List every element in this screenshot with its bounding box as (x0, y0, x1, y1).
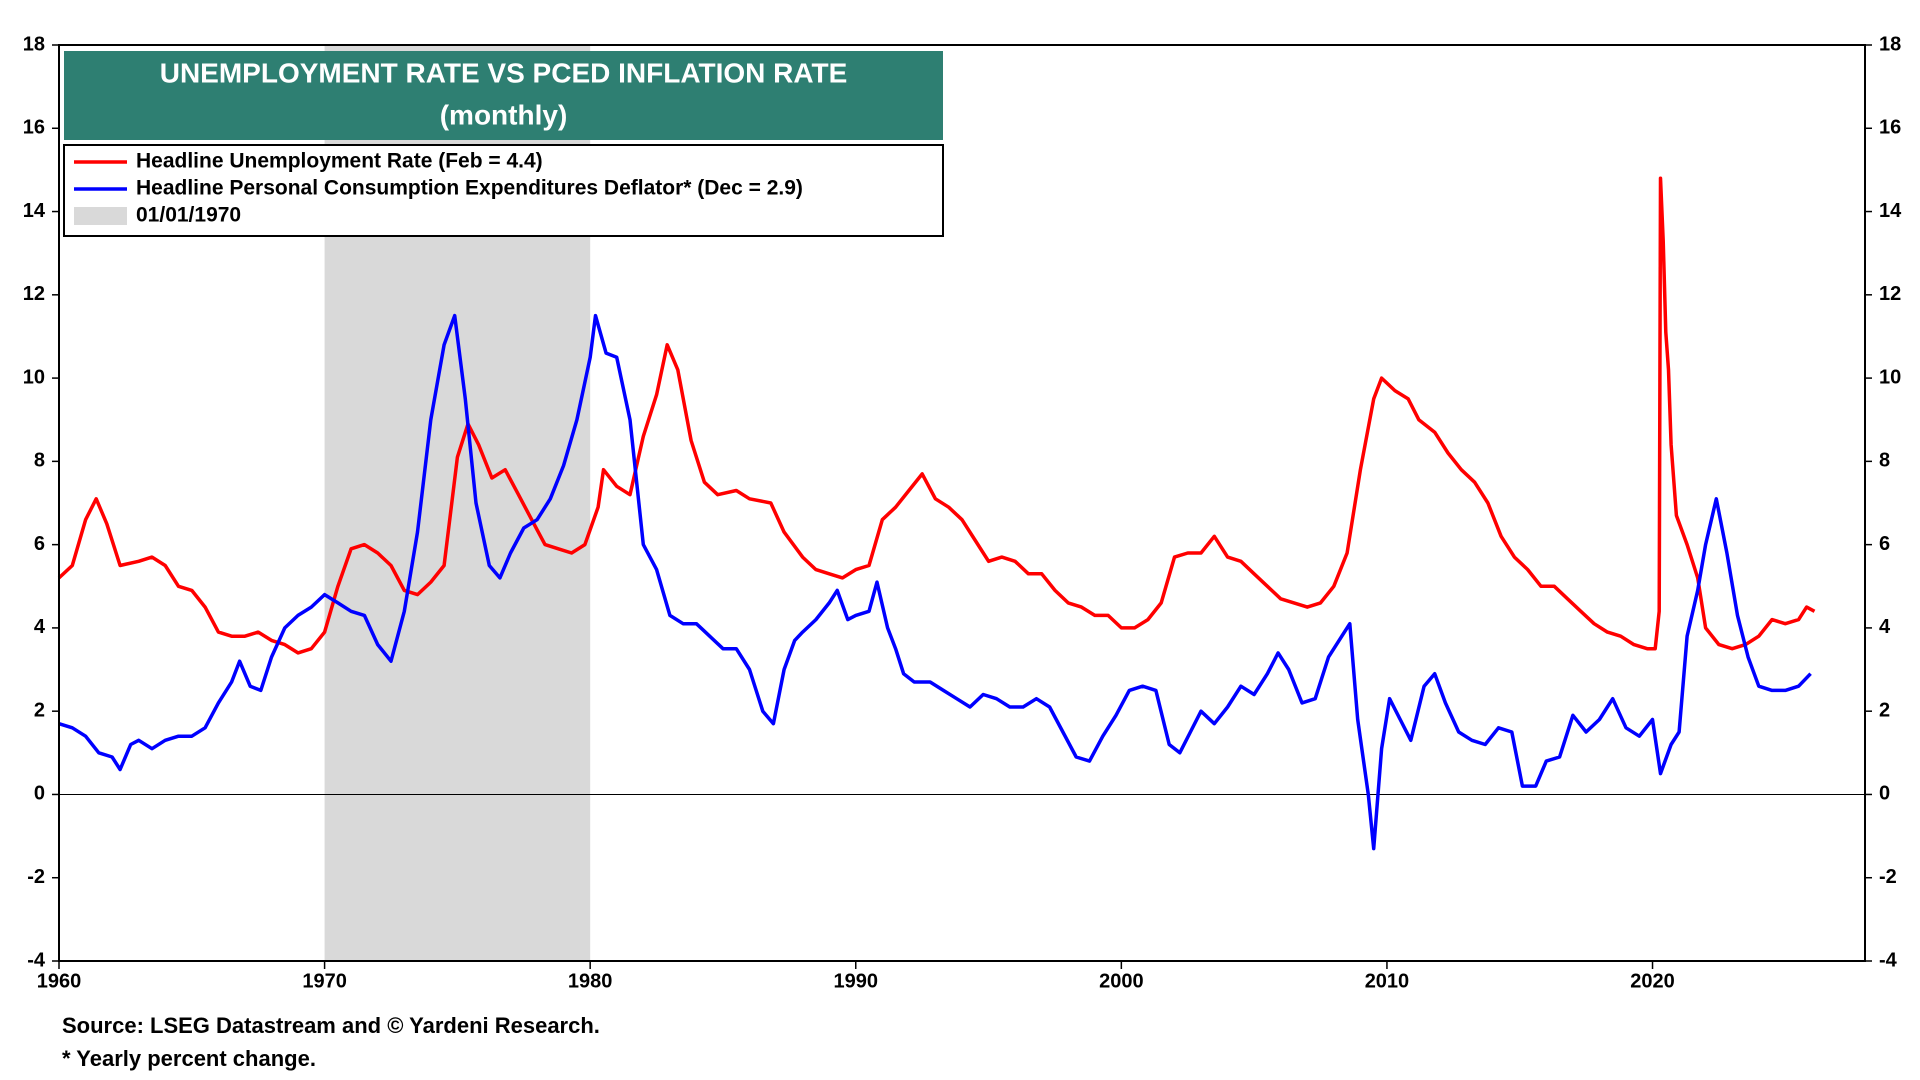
series-line (58, 313, 1812, 851)
y-tick-label: 0 (34, 783, 45, 805)
y-tick-label: 8 (34, 450, 45, 472)
y-tick-label: -2 (27, 866, 45, 888)
y2-tick-label: -2 (1879, 866, 1897, 888)
footnote: * Yearly percent change. (62, 1046, 316, 1071)
x-tick-label: 2020 (1630, 970, 1675, 992)
x-tick-label: 2000 (1099, 970, 1144, 992)
y2-tick-label: -4 (1879, 949, 1898, 971)
legend-label: 01/01/1970 (136, 204, 241, 227)
y2-tick-label: 14 (1879, 200, 1902, 222)
chart-title: UNEMPLOYMENT RATE VS PCED INFLATION RATE (160, 57, 848, 88)
legend-swatch (74, 207, 127, 225)
legend-box (63, 144, 944, 237)
y2-tick-label: 6 (1879, 533, 1890, 555)
y-tick-label: 2 (34, 699, 45, 721)
y-tick-label: 6 (34, 533, 45, 555)
plot-frame (58, 44, 1866, 962)
x-tick-label: 1970 (302, 970, 347, 992)
y2-tick-label: 0 (1879, 783, 1890, 805)
y2-tick-label: 16 (1879, 117, 1901, 139)
x-tick-label: 1990 (834, 970, 879, 992)
x-tick-label: 1960 (37, 970, 82, 992)
y-tick-label: 10 (23, 366, 45, 388)
x-tick-label: 2010 (1365, 970, 1410, 992)
y2-tick-label: 18 (1879, 33, 1901, 55)
title-box (64, 51, 943, 140)
chart-subtitle: (monthly) (440, 99, 568, 130)
y-tick-label: 12 (23, 283, 45, 305)
legend-label: Headline Unemployment Rate (Feb = 4.4) (136, 150, 543, 173)
y-tick-label: 14 (23, 200, 46, 222)
y-tick-label: 18 (23, 33, 45, 55)
y-tick-label: 16 (23, 117, 45, 139)
y2-tick-label: 2 (1879, 699, 1890, 721)
y2-tick-label: 4 (1879, 616, 1891, 638)
y2-tick-label: 12 (1879, 283, 1901, 305)
y-tick-label: 4 (34, 616, 46, 638)
x-tick-label: 1980 (568, 970, 613, 992)
y2-tick-label: 10 (1879, 366, 1901, 388)
y-tick-label: -4 (27, 949, 46, 971)
y2-tick-label: 8 (1879, 450, 1890, 472)
source-note: Source: LSEG Datastream and © Yardeni Re… (62, 1013, 600, 1038)
series-line (57, 176, 1816, 655)
legend-label: Headline Personal Consumption Expenditur… (136, 177, 803, 200)
